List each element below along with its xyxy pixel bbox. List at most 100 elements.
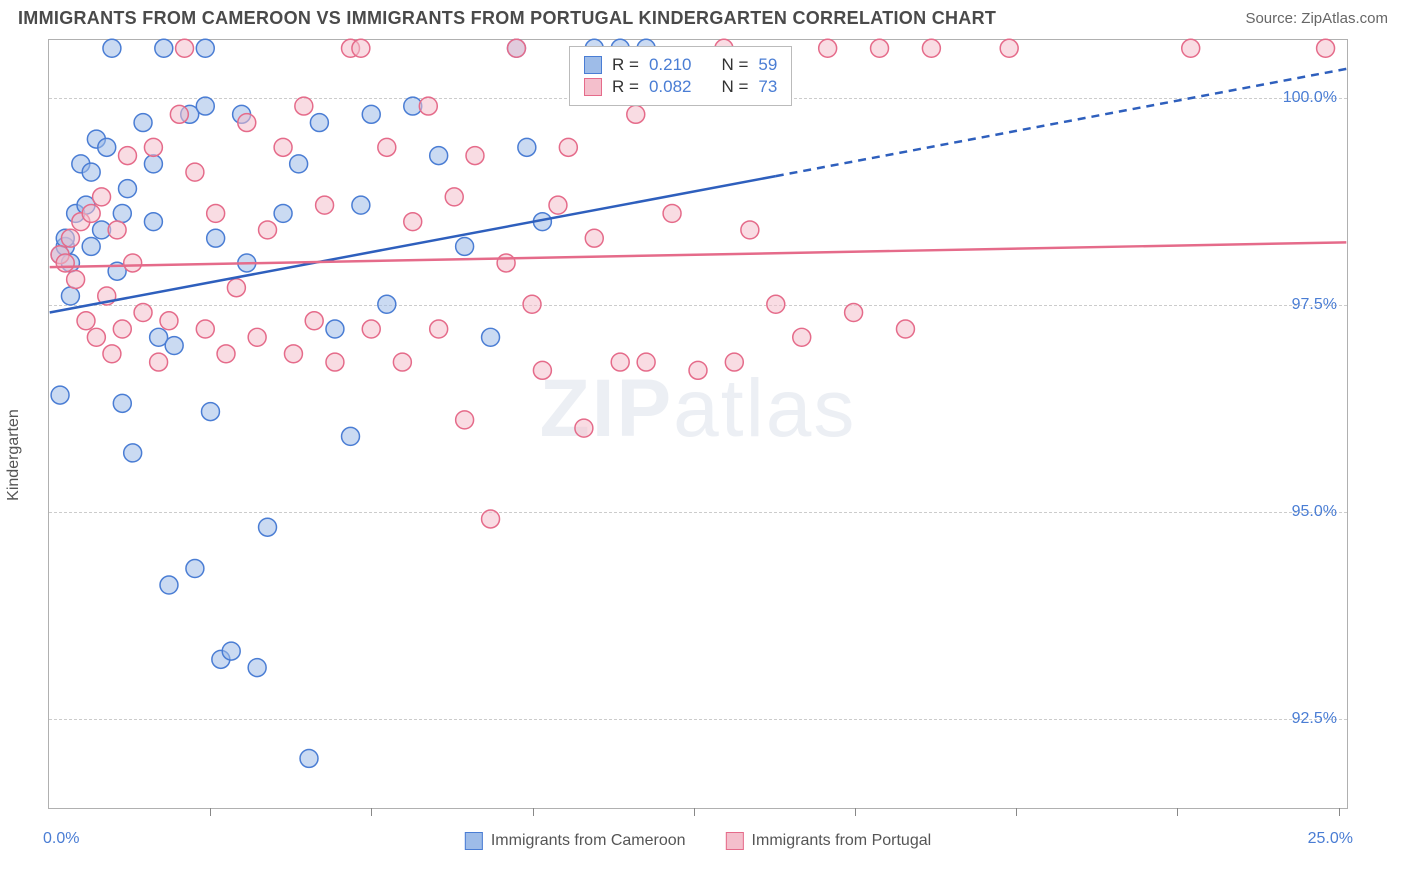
scatter-point-cameroon [207,229,225,247]
scatter-point-portugal [767,295,785,313]
x-tick [533,808,534,816]
scatter-point-cameroon [482,328,500,346]
scatter-point-portugal [217,345,235,363]
y-tick-label: 100.0% [1283,89,1337,107]
scatter-point-portugal [549,196,567,214]
scatter-point-cameroon [124,444,142,462]
scatter-point-cameroon [326,320,344,338]
scatter-point-portugal [819,39,837,57]
scatter-point-portugal [1000,39,1018,57]
scatter-point-portugal [741,221,759,239]
scatter-point-portugal [507,39,525,57]
scatter-point-portugal [1317,39,1335,57]
scatter-point-portugal [316,196,334,214]
scatter-point-cameroon [196,97,214,115]
scatter-point-portugal [144,138,162,156]
scatter-point-cameroon [378,295,396,313]
scatter-point-portugal [227,279,245,297]
scatter-point-cameroon [248,659,266,677]
chart-title: IMMIGRANTS FROM CAMEROON VS IMMIGRANTS F… [18,8,996,29]
scatter-point-portugal [689,361,707,379]
plot-area: ZIPatlas R = 0.210 N = 59 R = 0.082 N = … [48,39,1348,809]
x-tick [694,808,695,816]
scatter-point-cameroon [113,204,131,222]
scatter-point-portugal [196,320,214,338]
scatter-point-portugal [466,147,484,165]
scatter-point-cameroon [518,138,536,156]
scatter-point-cameroon [430,147,448,165]
plot-svg [49,40,1347,808]
x-tick [855,808,856,816]
x-start-label: 0.0% [43,830,79,848]
scatter-point-portugal [533,361,551,379]
scatter-point-portugal [284,345,302,363]
x-tick [1016,808,1017,816]
scatter-point-cameroon [290,155,308,173]
scatter-point-portugal [274,138,292,156]
scatter-point-cameroon [186,560,204,578]
y-axis-label: Kindergarten [5,409,23,501]
scatter-point-portugal [82,204,100,222]
scatter-point-cameroon [196,39,214,57]
scatter-point-portugal [186,163,204,181]
x-end-label: 25.0% [1308,830,1353,848]
scatter-point-cameroon [160,576,178,594]
scatter-point-portugal [56,254,74,272]
scatter-point-portugal [238,114,256,132]
scatter-point-portugal [305,312,323,330]
scatter-point-portugal [456,411,474,429]
scatter-point-portugal [404,213,422,231]
scatter-point-cameroon [144,213,162,231]
scatter-point-portugal [393,353,411,371]
scatter-point-portugal [725,353,743,371]
scatter-point-portugal [585,229,603,247]
scatter-point-cameroon [82,163,100,181]
scatter-point-portugal [103,345,121,363]
scatter-point-portugal [295,97,313,115]
scatter-point-cameroon [456,237,474,255]
scatter-point-portugal [482,510,500,528]
scatter-point-portugal [1182,39,1200,57]
scatter-point-portugal [93,188,111,206]
scatter-point-portugal [559,138,577,156]
scatter-point-portugal [793,328,811,346]
scatter-point-cameroon [98,138,116,156]
y-tick-label: 95.0% [1292,503,1337,521]
regression-line-dashed-cameroon [776,69,1347,176]
stats-row-portugal: R = 0.082 N = 73 [584,77,777,97]
scatter-point-cameroon [222,642,240,660]
scatter-point-portugal [61,229,79,247]
stats-swatch-cameroon [584,56,602,74]
scatter-point-cameroon [274,204,292,222]
scatter-point-cameroon [155,39,173,57]
y-tick-label: 92.5% [1292,710,1337,728]
scatter-point-portugal [922,39,940,57]
x-tick [1177,808,1178,816]
scatter-point-cameroon [51,386,69,404]
scatter-point-portugal [637,353,655,371]
scatter-point-portugal [611,353,629,371]
scatter-point-portugal [627,105,645,123]
scatter-point-cameroon [144,155,162,173]
scatter-point-portugal [134,304,152,322]
scatter-point-cameroon [300,749,318,767]
scatter-point-cameroon [352,196,370,214]
scatter-point-portugal [170,105,188,123]
scatter-point-portugal [176,39,194,57]
stats-swatch-portugal [584,78,602,96]
scatter-point-portugal [871,39,889,57]
scatter-point-cameroon [119,180,137,198]
scatter-point-cameroon [165,337,183,355]
legend-item-portugal: Immigrants from Portugal [726,832,932,850]
scatter-point-portugal [378,138,396,156]
scatter-point-cameroon [342,427,360,445]
legend-item-cameroon: Immigrants from Cameroon [465,832,686,850]
scatter-point-portugal [108,221,126,239]
scatter-point-cameroon [103,39,121,57]
scatter-point-cameroon [259,518,277,536]
scatter-point-portugal [326,353,344,371]
chart-wrapper: Kindergarten ZIPatlas R = 0.210 N = 59 R… [0,35,1406,875]
scatter-point-portugal [113,320,131,338]
scatter-point-cameroon [113,394,131,412]
scatter-point-cameroon [82,237,100,255]
